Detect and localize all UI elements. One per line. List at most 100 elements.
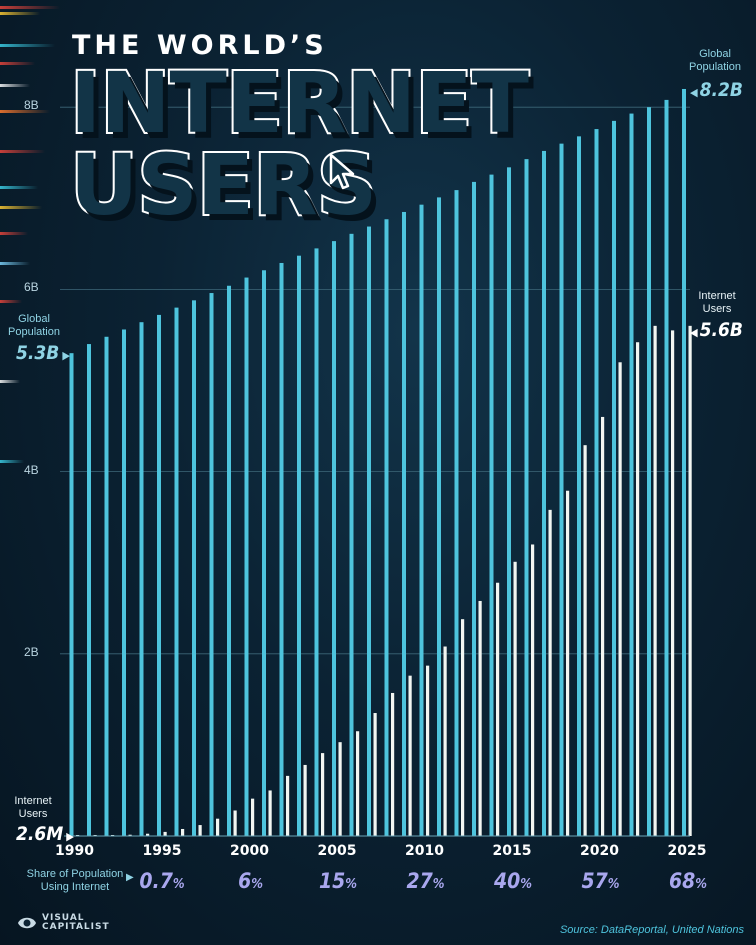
population-bar: [279, 262, 284, 837]
x-tick-label: 1995: [142, 843, 182, 859]
pop-end-label: Global Population: [689, 48, 741, 73]
population-bar: [157, 314, 161, 837]
population-bar: [559, 143, 564, 836]
x-tick-label: 2000: [230, 843, 269, 859]
glitch-streak: [0, 232, 28, 235]
population-bar: [419, 204, 424, 836]
y-tick-label: 6B: [24, 280, 39, 295]
logo-text-1: VISUAL: [42, 913, 85, 923]
internet-users-bar: [618, 362, 622, 836]
glitch-streak: [0, 110, 50, 113]
glitch-streak: [0, 62, 35, 65]
internet-users-bar: [303, 764, 307, 836]
users-start-value: 2.6M ▶: [16, 823, 74, 845]
internet-users-bar: [268, 790, 272, 836]
internet-users-bar: [566, 490, 570, 836]
internet-users-bar: [496, 582, 500, 836]
glitch-streak: [0, 6, 60, 9]
glitch-streak: [0, 84, 30, 87]
pointer-right-icon: ▶: [66, 830, 74, 843]
x-tick-label: 2010: [405, 843, 444, 859]
population-bar: [682, 88, 686, 837]
population-bar: [349, 233, 354, 837]
x-tick-label: 2005: [317, 843, 357, 859]
pop-end-value: ◀ 8.2B: [690, 79, 743, 101]
x-tick-label: 1990: [55, 843, 94, 859]
population-bar: [122, 329, 126, 836]
x-tick-label: 2025: [667, 843, 707, 859]
internet-users-bar: [338, 742, 342, 836]
internet-users-bar: [198, 825, 202, 836]
share-arrow-icon: ▶: [126, 872, 134, 883]
users-end-label: Internet Users: [698, 290, 736, 315]
glitch-streak: [0, 380, 20, 383]
internet-users-bar: [601, 416, 605, 836]
share-value: 68%: [668, 869, 707, 893]
internet-users-bar: [321, 753, 325, 836]
y-tick-label: 2B: [24, 644, 39, 659]
internet-users-bar: [233, 810, 237, 836]
internet-users-bar: [356, 731, 360, 836]
pop-start-value: 5.3B ▶: [16, 342, 70, 364]
internet-users-bar: [478, 600, 482, 836]
share-value: 6%: [238, 869, 263, 893]
population-bar: [437, 197, 441, 836]
share-value: 40%: [493, 869, 532, 893]
cursor-icon: [329, 153, 355, 190]
internet-users-bar: [653, 325, 657, 836]
pop-start-label: Global Population: [8, 313, 60, 338]
internet-users-bar: [688, 325, 692, 836]
glitch-streak: [0, 12, 40, 15]
share-value: 15%: [318, 869, 357, 893]
logo-text-2: CAPITALIST: [42, 922, 110, 932]
population-bar: [489, 174, 494, 836]
internet-users-bar: [513, 561, 517, 836]
pointer-right-icon: ▶: [62, 349, 70, 362]
x-tick-label: 2020: [580, 843, 619, 859]
internet-users-bar: [163, 831, 167, 836]
internet-users-bar: [251, 798, 255, 836]
glitch-streak: [0, 44, 55, 47]
pointer-left-icon: ◀: [690, 86, 698, 99]
glitch-streak: [0, 300, 22, 303]
population-bar: [542, 150, 546, 837]
population-bar: [209, 293, 214, 836]
x-tick-label: 2015: [492, 843, 532, 859]
users-end-value: ◀ 5.6B: [690, 319, 743, 341]
population-bar: [454, 190, 459, 836]
glitch-streak: [0, 186, 38, 189]
population-bar: [262, 270, 266, 836]
population-bar: [297, 255, 301, 836]
internet-users-bar: [216, 818, 220, 836]
visual-capitalist-logo: VISUAL CAPITALIST: [16, 914, 110, 932]
internet-users-bar: [286, 775, 290, 836]
internet-users-bar: [408, 675, 412, 836]
internet-users-bar: [181, 828, 185, 836]
internet-users-bar: [146, 833, 150, 836]
population-bar: [577, 136, 581, 837]
glitch-streak: [0, 206, 42, 209]
internet-users-bar: [583, 445, 587, 836]
population-bar: [87, 344, 91, 836]
population-bar: [507, 167, 511, 837]
users-start-label: Internet Users: [14, 795, 52, 820]
population-bar: [192, 300, 196, 836]
glitch-streak: [0, 460, 24, 463]
population-bar: [104, 336, 109, 836]
pointer-left-icon: ◀: [690, 326, 698, 339]
population-bar: [647, 107, 651, 836]
glitch-streak: [0, 150, 45, 153]
population-bar: [384, 219, 389, 837]
title-internet: INTERNET: [68, 54, 531, 152]
population-bar: [594, 129, 599, 837]
y-tick-label: 4B: [24, 462, 39, 477]
population-bar: [227, 285, 231, 837]
population-bar: [664, 99, 669, 837]
internet-users-bar: [531, 544, 535, 836]
internet-users-bar: [391, 692, 395, 836]
title-users: USERS: [68, 136, 379, 234]
population-bar: [174, 307, 179, 836]
internet-users-bar: [443, 646, 447, 836]
title-small: THE WORLD’S: [72, 30, 328, 61]
